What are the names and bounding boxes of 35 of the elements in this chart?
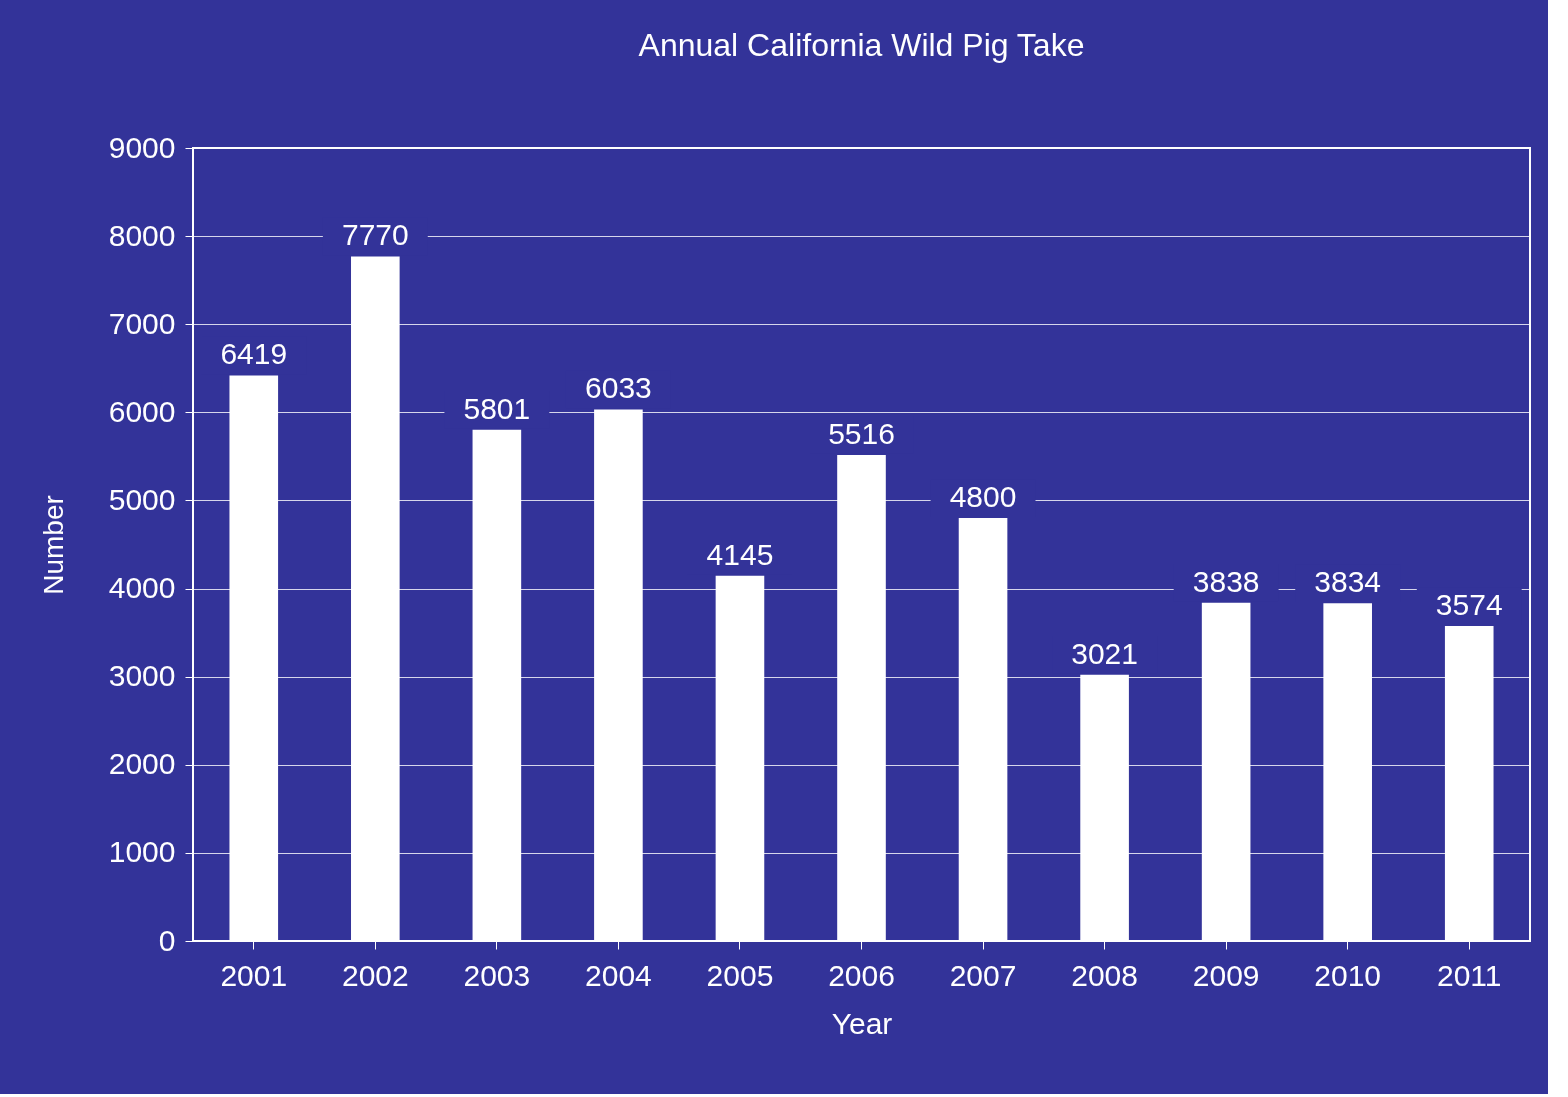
y-tick-label: 7000 — [108, 306, 176, 340]
y-tick-label: 4000 — [108, 571, 176, 605]
x-tick-label: 2004 — [585, 958, 652, 992]
data-label: 3574 — [1435, 588, 1503, 622]
data-label: 3021 — [1071, 636, 1138, 670]
y-tick-label: 5000 — [108, 482, 176, 516]
data-label: 4800 — [949, 480, 1017, 514]
x-tick-label: 2003 — [463, 958, 531, 992]
data-label: 5516 — [828, 416, 895, 450]
x-tick-label: 2007 — [949, 958, 1017, 992]
y-tick-label: 0 — [158, 923, 176, 957]
data-label: 6033 — [585, 371, 652, 405]
data-label: 4145 — [706, 537, 774, 571]
y-tick-label: 1000 — [108, 835, 176, 869]
y-tick-label: 9000 — [108, 130, 176, 164]
x-tick-label: 2002 — [341, 958, 409, 992]
y-tick-label: 2000 — [108, 747, 176, 781]
data-label: 6419 — [220, 337, 288, 371]
x-tick-label: 2006 — [828, 958, 895, 992]
data-label: 5801 — [463, 391, 531, 425]
y-axis-title: Number — [37, 495, 69, 595]
x-tick-label: 2005 — [706, 958, 774, 992]
x-tick-label: 2008 — [1071, 958, 1138, 992]
y-tick-label: 6000 — [108, 394, 176, 428]
data-label: 3838 — [1192, 564, 1260, 598]
x-tick-label: 2010 — [1314, 958, 1382, 992]
x-tick-label: 2001 — [220, 958, 288, 992]
x-tick-label: 2011 — [1436, 958, 1502, 992]
chart-title: Annual California Wild Pig Take — [638, 27, 1085, 63]
data-label: 3834 — [1314, 565, 1382, 599]
x-axis-title: Year — [831, 1006, 893, 1040]
y-tick-label: 8000 — [108, 218, 176, 252]
data-label: 7770 — [341, 218, 409, 252]
x-tick-label: 2009 — [1192, 958, 1260, 992]
y-tick-label: 3000 — [108, 659, 176, 693]
